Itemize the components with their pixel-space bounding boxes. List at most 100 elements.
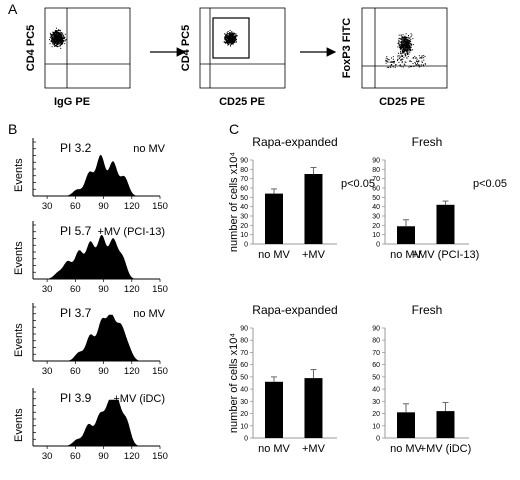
event-dot bbox=[398, 42, 400, 44]
panel-label-a: A bbox=[8, 1, 18, 17]
event-dot bbox=[60, 35, 62, 37]
event-dot bbox=[55, 34, 57, 36]
event-dot bbox=[410, 39, 412, 40]
event-dot bbox=[423, 59, 425, 61]
event-dot bbox=[233, 40, 235, 42]
event-dot bbox=[401, 62, 403, 64]
event-dot bbox=[59, 42, 61, 43]
event-dot bbox=[62, 36, 64, 38]
event-dot bbox=[410, 49, 412, 51]
event-dot bbox=[408, 42, 410, 44]
event-dot bbox=[407, 55, 409, 57]
event-dot bbox=[402, 48, 404, 50]
event-dot bbox=[234, 32, 236, 34]
bar-y-tick-label: 70 bbox=[240, 176, 248, 183]
bar bbox=[397, 226, 415, 244]
event-dot bbox=[54, 40, 55, 42]
event-dot bbox=[410, 61, 412, 62]
event-dot bbox=[61, 36, 63, 38]
event-dot bbox=[418, 64, 420, 66]
event-dot bbox=[400, 43, 402, 45]
event-dot bbox=[403, 44, 405, 46]
event-dot bbox=[400, 38, 401, 40]
event-dot bbox=[400, 45, 402, 47]
event-dot bbox=[225, 35, 227, 37]
event-dot bbox=[61, 39, 63, 41]
histogram-ylabel: Events bbox=[13, 323, 25, 357]
histogram-condition-label: no MV bbox=[133, 308, 165, 320]
event-dot bbox=[61, 33, 63, 35]
event-dot bbox=[398, 44, 400, 46]
event-dot bbox=[404, 47, 406, 49]
bar-y-tick-label: 60 bbox=[372, 362, 380, 369]
event-dot bbox=[235, 33, 237, 35]
event-dot bbox=[403, 51, 405, 53]
event-dot bbox=[226, 42, 228, 43]
event-dot bbox=[52, 36, 54, 38]
event-dot bbox=[56, 42, 58, 44]
event-dot bbox=[225, 33, 227, 35]
event-dot bbox=[231, 31, 233, 33]
event-dot bbox=[51, 41, 53, 42]
event-dot bbox=[57, 40, 58, 41]
event-dot bbox=[64, 33, 66, 35]
event-dot bbox=[232, 32, 234, 34]
event-dot bbox=[403, 46, 405, 48]
event-dot bbox=[226, 35, 228, 37]
event-dot bbox=[397, 46, 399, 48]
flow-xlabel: IgG PE bbox=[54, 96, 90, 108]
event-dot bbox=[58, 42, 60, 44]
event-dot bbox=[391, 60, 393, 62]
event-dot bbox=[53, 39, 54, 41]
event-dot bbox=[404, 37, 406, 39]
event-dot bbox=[410, 65, 412, 67]
event-dot bbox=[405, 33, 407, 35]
event-dot bbox=[57, 34, 59, 36]
event-dot bbox=[385, 60, 387, 62]
event-dot bbox=[419, 65, 421, 67]
histogram-curve bbox=[47, 154, 142, 196]
event-dot bbox=[401, 41, 403, 43]
event-dot bbox=[63, 40, 65, 42]
event-dot bbox=[402, 50, 404, 52]
event-dot bbox=[399, 45, 401, 47]
event-dot bbox=[54, 30, 56, 31]
event-dot bbox=[225, 38, 227, 40]
bar-y-tick-label: 70 bbox=[372, 350, 380, 357]
bar-y-tick-label: 60 bbox=[372, 186, 380, 193]
event-dot bbox=[407, 42, 409, 44]
event-dot bbox=[225, 34, 227, 36]
event-dot bbox=[62, 41, 64, 43]
event-dot bbox=[53, 41, 55, 43]
event-dot bbox=[402, 56, 403, 57]
event-dot bbox=[404, 42, 406, 44]
event-dot bbox=[399, 52, 401, 54]
event-dot bbox=[57, 41, 59, 43]
event-dot bbox=[399, 37, 401, 39]
event-dot bbox=[233, 42, 235, 44]
event-dot bbox=[62, 42, 64, 44]
event-dot bbox=[60, 36, 62, 38]
event-dot bbox=[407, 54, 408, 55]
event-dot bbox=[398, 40, 400, 42]
event-dot bbox=[400, 64, 401, 66]
event-dot bbox=[54, 31, 55, 33]
event-dot bbox=[58, 30, 60, 32]
bar-chart-title: Fresh bbox=[412, 303, 443, 317]
event-dot bbox=[55, 41, 57, 43]
event-dot bbox=[227, 32, 228, 34]
event-dot bbox=[236, 35, 238, 37]
event-dot bbox=[401, 53, 403, 55]
event-dot bbox=[226, 39, 228, 41]
event-dot bbox=[230, 39, 232, 41]
event-dot bbox=[235, 41, 237, 43]
event-dot bbox=[390, 66, 392, 68]
event-dot bbox=[404, 53, 406, 55]
event-dot bbox=[60, 40, 62, 42]
flow-ylabel: FoxP3 FITC bbox=[341, 18, 353, 79]
event-dot bbox=[231, 38, 233, 40]
event-dot bbox=[405, 48, 407, 50]
event-dot bbox=[402, 55, 404, 57]
flow-xlabel: CD25 PE bbox=[379, 96, 425, 108]
event-dot bbox=[54, 44, 56, 46]
